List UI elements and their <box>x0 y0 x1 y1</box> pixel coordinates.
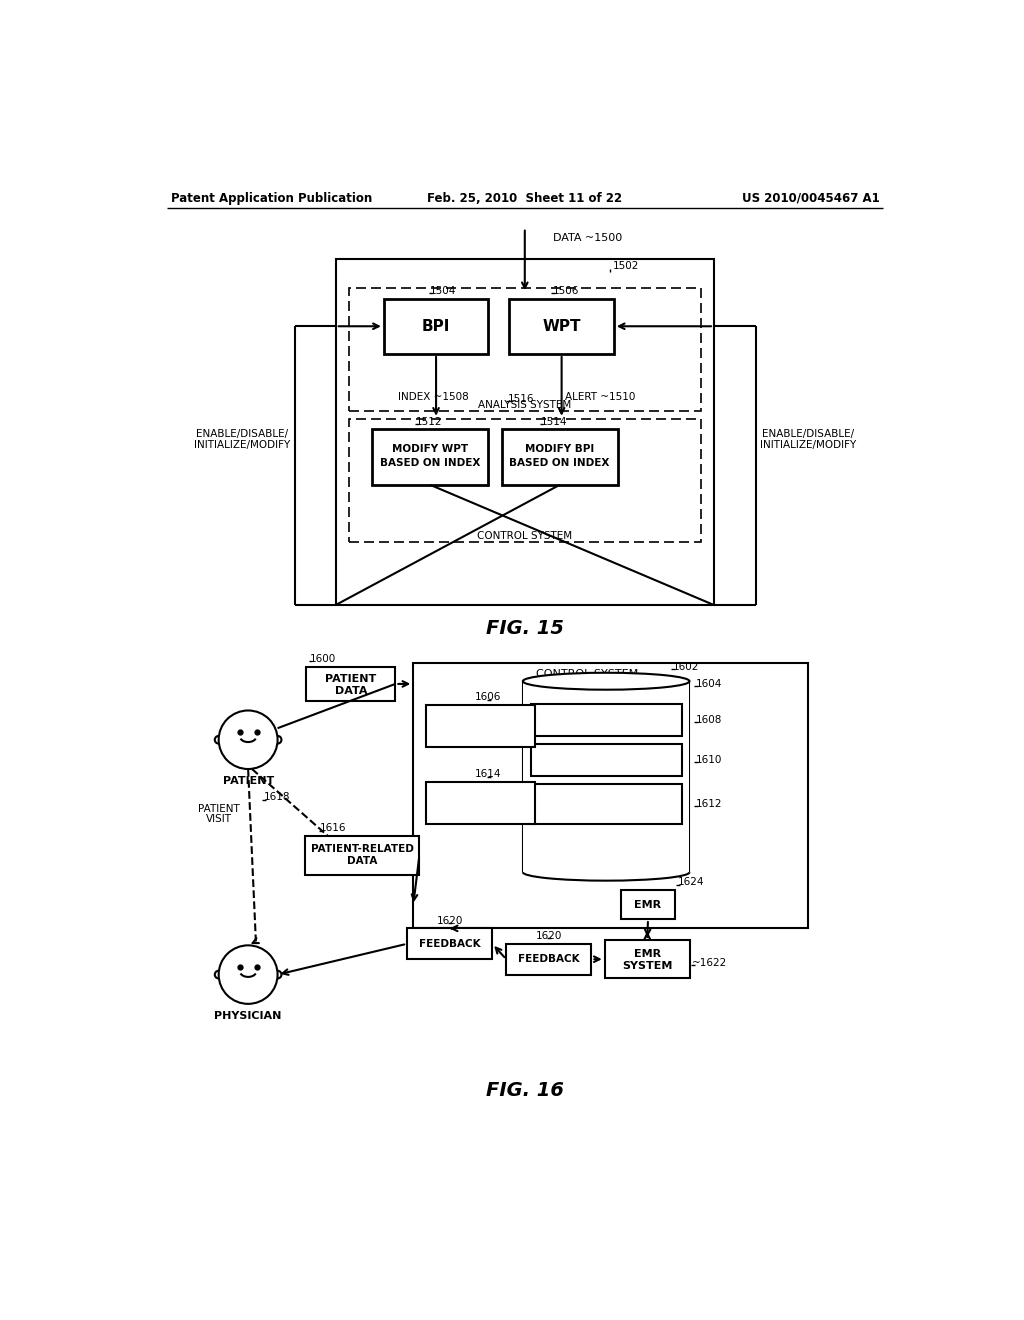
Bar <box>530 704 682 737</box>
Bar <box>306 667 395 701</box>
Text: WPT: WPT <box>543 318 581 334</box>
Text: 1514: 1514 <box>541 417 567 426</box>
Bar <box>604 940 690 978</box>
Text: VISIT: VISIT <box>206 814 231 824</box>
Text: ROUTINES: ROUTINES <box>451 805 511 814</box>
Text: 1600: 1600 <box>310 653 336 664</box>
Text: ~1622: ~1622 <box>692 958 727 968</box>
Text: DATA ~1500: DATA ~1500 <box>553 232 622 243</box>
Text: 1512: 1512 <box>417 417 442 426</box>
Text: PATIENT-RELATED: PATIENT-RELATED <box>310 843 414 854</box>
Text: OPERATING: OPERATING <box>447 715 514 726</box>
Text: 1610: 1610 <box>695 755 722 764</box>
Text: CONTROL SYSTEM: CONTROL SYSTEM <box>477 531 572 541</box>
Text: 1506: 1506 <box>553 286 580 296</box>
Text: ENABLE/DISABLE/: ENABLE/DISABLE/ <box>763 429 854 440</box>
Text: Feb. 25, 2010  Sheet 11 of 22: Feb. 25, 2010 Sheet 11 of 22 <box>427 191 623 205</box>
Text: 1616: 1616 <box>321 824 347 833</box>
Text: INITIALIZE/MODIFY: INITIALIZE/MODIFY <box>761 440 856 450</box>
Bar <box>305 836 420 875</box>
Text: 1608: 1608 <box>695 714 722 725</box>
Bar <box>372 429 488 484</box>
Bar <box>509 298 614 354</box>
Text: INITIALIZE/MODIFY: INITIALIZE/MODIFY <box>194 440 290 450</box>
Text: 1624: 1624 <box>678 878 703 887</box>
Bar <box>502 429 617 484</box>
Text: PHYSICIAN: PHYSICIAN <box>214 1011 282 1022</box>
Text: PATIENT: PATIENT <box>326 675 377 684</box>
Text: 1618: 1618 <box>263 792 290 803</box>
Text: PHYSICIAN DATA FILE: PHYSICIAN DATA FILE <box>548 755 665 764</box>
Text: PATIENT DATA FILE: PATIENT DATA FILE <box>555 714 657 725</box>
Text: BASED ON INDEX: BASED ON INDEX <box>510 458 610 469</box>
Text: 1504: 1504 <box>430 286 457 296</box>
Bar <box>523 681 689 873</box>
Text: FIG. 15: FIG. 15 <box>485 619 564 638</box>
Text: Patent Application Publication: Patent Application Publication <box>171 191 372 205</box>
Text: INDEX ~1508: INDEX ~1508 <box>397 392 468 403</box>
Text: 1614: 1614 <box>475 770 502 779</box>
Text: ENABLE/DISABLE/: ENABLE/DISABLE/ <box>196 429 288 440</box>
Bar <box>506 944 592 974</box>
Text: PATIENT: PATIENT <box>222 776 273 787</box>
Text: ROUTINE FILE: ROUTINE FILE <box>568 805 644 814</box>
Text: PATIENT: PATIENT <box>198 804 240 814</box>
Bar <box>621 890 675 919</box>
Text: 1502: 1502 <box>612 261 639 271</box>
Text: 1620: 1620 <box>536 931 562 941</box>
Text: FEEDBACK: FEEDBACK <box>419 939 480 949</box>
Text: 1612: 1612 <box>695 799 722 809</box>
Text: FEEDBACK: FEEDBACK <box>518 954 580 964</box>
Text: DEVICE: DEVICE <box>460 727 502 738</box>
Text: 1602: 1602 <box>673 661 699 672</box>
Bar <box>349 418 700 543</box>
Text: MODIFY BPI: MODIFY BPI <box>525 445 594 454</box>
Bar <box>336 259 714 605</box>
Ellipse shape <box>523 673 689 689</box>
Bar <box>530 784 682 824</box>
Text: ALERT ~1510: ALERT ~1510 <box>565 392 636 403</box>
Text: 1606: 1606 <box>475 693 502 702</box>
Bar <box>426 781 535 825</box>
Text: BASED ON INDEX: BASED ON INDEX <box>380 458 480 469</box>
Bar <box>349 288 700 411</box>
Text: DATA: DATA <box>335 686 367 696</box>
Text: STORAGE: STORAGE <box>577 678 636 689</box>
Text: SYSTEM: SYSTEM <box>622 961 673 972</box>
Text: 1516: 1516 <box>508 393 535 404</box>
Text: CONTROL SYSTEM: CONTROL SYSTEM <box>537 669 639 680</box>
Text: DIAGNOSTIC: DIAGNOSTIC <box>444 792 517 803</box>
Text: FIG. 16: FIG. 16 <box>485 1081 564 1100</box>
Text: EMR: EMR <box>634 949 660 958</box>
Text: BPI: BPI <box>422 318 451 334</box>
Text: ANALYSIS SYSTEM: ANALYSIS SYSTEM <box>478 400 571 409</box>
Bar <box>407 928 493 960</box>
Text: MODIFY WPT: MODIFY WPT <box>392 445 468 454</box>
Bar <box>414 663 809 928</box>
Bar <box>426 705 535 747</box>
Text: EMR: EMR <box>635 899 662 909</box>
Text: 1604: 1604 <box>695 678 722 689</box>
Bar <box>530 743 682 776</box>
Text: US 2010/0045467 A1: US 2010/0045467 A1 <box>742 191 880 205</box>
Text: PATIENT DIAGNOSTIC: PATIENT DIAGNOSTIC <box>548 792 665 803</box>
Bar <box>384 298 488 354</box>
Text: 1620: 1620 <box>436 916 463 925</box>
Text: DATA: DATA <box>347 857 377 866</box>
